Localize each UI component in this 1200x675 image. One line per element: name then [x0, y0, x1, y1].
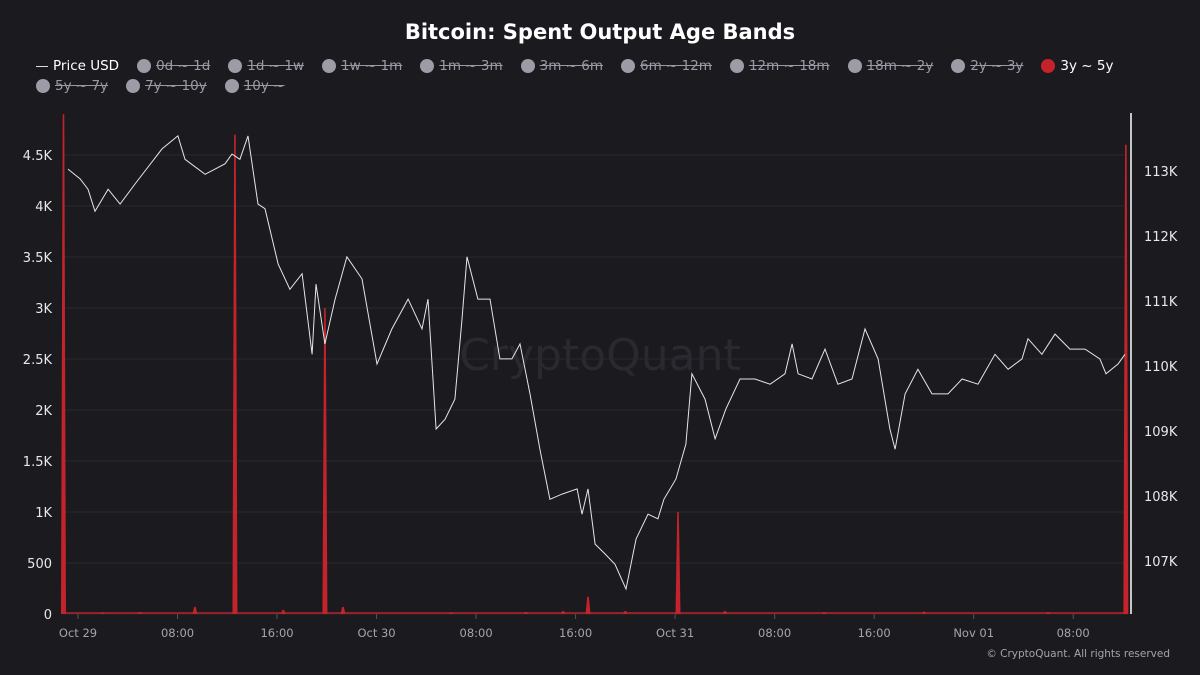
- legend-label: 1d ~ 1w: [247, 58, 304, 74]
- band-bar: [921, 611, 927, 614]
- circle-swatch-icon: [137, 59, 152, 73]
- legend-label: 5y ~ 7y: [55, 78, 109, 94]
- y-left-tick: 4.5K: [23, 149, 53, 164]
- circle-swatch-icon: [321, 59, 336, 73]
- legend-item[interactable]: Price USD: [36, 58, 119, 74]
- band-bar: [340, 606, 346, 614]
- band-bar: [560, 610, 566, 614]
- band-bar: [100, 612, 106, 614]
- x-tick: 08:00: [758, 626, 791, 640]
- x-tick: 08:00: [460, 626, 493, 640]
- legend-label: 3m ~ 6m: [539, 58, 603, 74]
- band-bar: [192, 606, 198, 614]
- band-bar: [1045, 611, 1051, 614]
- legend-label: 10y ~: [243, 78, 285, 94]
- band-bar: [1123, 144, 1129, 615]
- x-tick: 08:00: [161, 626, 194, 640]
- legend-item[interactable]: 7y ~ 10y: [126, 78, 207, 94]
- chart-title: Bitcoin: Spent Output Age Bands: [404, 20, 796, 44]
- legend-item[interactable]: 3y ~ 5y: [1041, 58, 1113, 74]
- x-tick: Nov 01: [953, 626, 994, 640]
- y-left-tick: 1K: [35, 506, 52, 521]
- legend-label: 3y ~ 5y: [1060, 58, 1114, 74]
- band-bar: [821, 611, 827, 614]
- legend-label: Price USD: [53, 58, 120, 74]
- y-left-tick: 4K: [35, 200, 52, 215]
- x-tick: Oct 30: [357, 626, 395, 640]
- x-tick: 16:00: [559, 626, 592, 640]
- circle-swatch-icon: [228, 59, 243, 73]
- legend-item[interactable]: 5y ~ 7y: [36, 78, 108, 94]
- circle-swatch-icon: [420, 59, 435, 73]
- legend-label: 12m ~ 18m: [748, 58, 830, 74]
- watermark: CryptoQuant: [459, 330, 741, 381]
- band-bar: [585, 596, 591, 614]
- x-tick: Oct 29: [59, 626, 97, 640]
- x-tick: 16:00: [260, 626, 293, 640]
- circle-swatch-icon: [224, 79, 239, 93]
- legend-item[interactable]: 12m ~ 18m: [729, 58, 830, 74]
- legend-item[interactable]: 1w ~ 1m: [321, 58, 403, 74]
- band-bar: [232, 134, 238, 614]
- circle-swatch-icon: [621, 59, 635, 73]
- legend-item[interactable]: 10y ~: [224, 78, 285, 94]
- copyright: © CryptoQuant. All rights reserved: [986, 648, 1170, 660]
- y-right-tick: 112K: [1144, 230, 1178, 245]
- y-right-tick: 108K: [1144, 490, 1178, 505]
- circle-swatch-icon: [729, 59, 744, 73]
- x-tick: 16:00: [858, 626, 891, 640]
- band-baseline: [63, 612, 1127, 614]
- circle-swatch-icon: [126, 79, 141, 93]
- legend-label: 6m ~ 12m: [640, 58, 712, 74]
- y-right-tick: 113K: [1144, 165, 1178, 180]
- band-bar: [675, 512, 681, 614]
- band-bar: [60, 114, 66, 614]
- y-left-tick: 0: [44, 608, 52, 623]
- legend-label: 2y ~ 3y: [970, 58, 1024, 74]
- band-bar: [622, 610, 628, 614]
- legend-item[interactable]: 2y ~ 3y: [951, 58, 1023, 74]
- line-swatch-icon: [36, 65, 48, 67]
- legend-item[interactable]: 1d ~ 1w: [228, 58, 304, 74]
- legend-label: 18m ~ 2y: [866, 58, 934, 74]
- band-bar: [448, 612, 454, 614]
- y-left-tick: 1.5K: [23, 455, 53, 470]
- legend-label: 1w ~ 1m: [340, 58, 403, 74]
- legend-label: 0d ~ 1d: [156, 58, 211, 74]
- legend-item[interactable]: 6m ~ 12m: [621, 58, 712, 74]
- y-right-tick: 107K: [1144, 555, 1178, 570]
- y-right-tick: 111K: [1144, 295, 1178, 310]
- legend-item[interactable]: 18m ~ 2y: [847, 58, 934, 74]
- circle-swatch-icon: [36, 79, 50, 93]
- y-left-tick: 3K: [35, 302, 52, 317]
- band-bar: [280, 609, 286, 614]
- band-bar: [322, 308, 328, 614]
- legend-item[interactable]: 1m ~ 3m: [420, 58, 503, 74]
- y-right-tick: 110K: [1144, 360, 1178, 375]
- band-bar: [722, 610, 728, 614]
- circle-swatch-icon: [1041, 59, 1056, 73]
- y-left-tick: 500: [27, 557, 52, 572]
- y-left-tick: 2.5K: [23, 353, 53, 368]
- x-tick: Oct 31: [656, 626, 694, 640]
- x-tick: 08:00: [1057, 626, 1090, 640]
- band-bar: [523, 611, 529, 614]
- legend-item[interactable]: 3m ~ 6m: [520, 58, 603, 74]
- price-line: [67, 135, 1126, 591]
- legend: Price USD 0d ~ 1d 1d ~ 1w 1w ~ 1m 1m ~ 3m 3m …: [36, 58, 1176, 94]
- y-left-tick: 3.5K: [23, 251, 53, 266]
- circle-swatch-icon: [951, 59, 966, 73]
- circle-swatch-icon: [847, 59, 862, 73]
- circle-swatch-icon: [520, 59, 535, 73]
- legend-item[interactable]: 0d ~ 1d: [137, 58, 210, 74]
- y-right-tick: 109K: [1144, 425, 1178, 440]
- band-bar: [137, 611, 143, 614]
- legend-label: 1m ~ 3m: [439, 58, 503, 74]
- legend-label: 7y ~ 10y: [145, 78, 207, 94]
- y-left-tick: 2K: [35, 404, 52, 419]
